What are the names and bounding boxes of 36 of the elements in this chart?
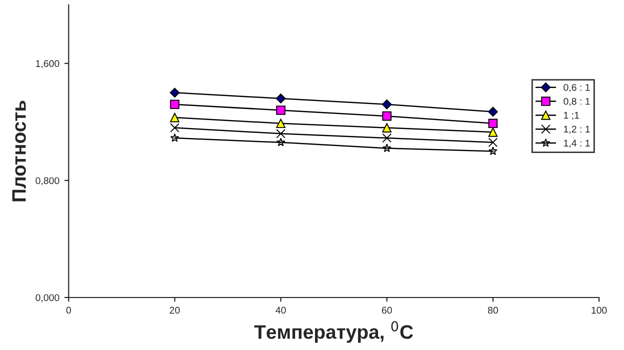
- y-tick-label: 0,000: [36, 294, 60, 302]
- point: [382, 133, 392, 143]
- x-tick-label: 0: [66, 306, 71, 314]
- x-tick-label: 80: [488, 306, 498, 314]
- x-tick-label: 20: [170, 306, 180, 314]
- point: [382, 99, 392, 110]
- point: [382, 123, 392, 132]
- point: [488, 128, 498, 137]
- point: [276, 106, 286, 115]
- legend-label: 1,2 : 1: [564, 126, 590, 134]
- x-axis-title: Температура, $^{0}$C: [254, 321, 414, 343]
- x-tick-label: 60: [382, 306, 392, 314]
- point: [488, 106, 498, 117]
- point: [488, 146, 498, 156]
- x-tick-label: 40: [276, 306, 286, 314]
- point: [488, 118, 498, 128]
- y-tick-label: 1,600: [36, 60, 60, 68]
- x-tick-label: 100: [592, 306, 607, 314]
- point: [276, 128, 286, 138]
- point: [276, 94, 286, 104]
- y-axis-title: Плотность: [12, 100, 26, 202]
- point: [488, 138, 498, 148]
- point: [170, 133, 180, 142]
- point: [170, 123, 180, 132]
- point: [276, 118, 286, 128]
- point: [170, 100, 180, 110]
- legend-label: 1,4 : 1: [564, 140, 590, 148]
- legend-label: 0,8 : 1: [564, 98, 590, 106]
- point: [170, 88, 180, 98]
- y-tick-label: 0,800: [36, 177, 60, 186]
- point: [382, 111, 392, 121]
- point: [170, 112, 180, 122]
- point: [276, 138, 286, 146]
- legend-label: 0,6 : 1: [564, 84, 590, 92]
- legend-label: 1 ;1: [564, 112, 580, 120]
- point: [382, 144, 392, 152]
